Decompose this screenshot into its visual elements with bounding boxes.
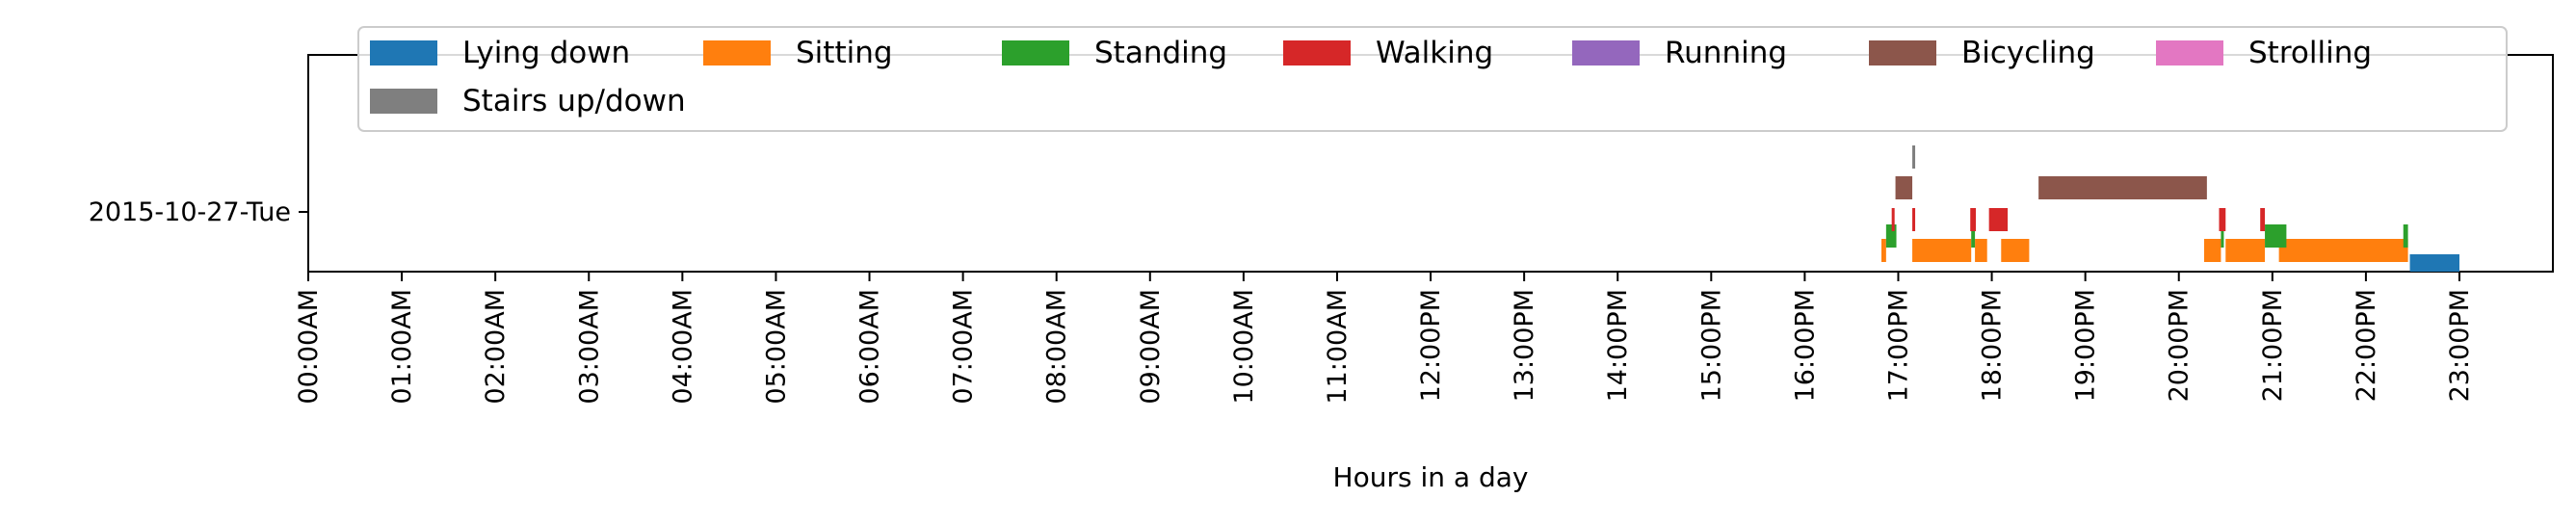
bar-walking-3	[1988, 208, 2009, 231]
bar-walking-0	[1891, 208, 1895, 231]
bar-sitting-5	[2225, 239, 2266, 262]
legend-label-standing: Standing	[1094, 36, 1227, 70]
legend-swatch-standing	[1002, 40, 1069, 66]
legend-label-sitting: Sitting	[796, 36, 893, 70]
x-tick-label-23: 23:00PM	[2445, 289, 2475, 402]
x-tick-label-3: 03:00AM	[574, 289, 604, 405]
x-tick-label-18: 18:00PM	[1978, 289, 2008, 402]
x-tick-label-20: 20:00PM	[2165, 289, 2195, 402]
x-axis-label: Hours in a day	[1333, 461, 1529, 493]
bar-sitting-1	[1912, 239, 1972, 262]
bar-sitting-4	[2203, 239, 2221, 262]
x-tick-label-21: 21:00PM	[2258, 289, 2288, 402]
legend-swatch-stairs-up-down	[370, 89, 437, 114]
y-tick-label: 2015-10-27-Tue	[89, 197, 291, 227]
x-tick-label-11: 11:00AM	[1323, 289, 1353, 405]
bar-sitting-2	[1975, 239, 1987, 262]
x-tick-label-22: 22:00PM	[2352, 289, 2381, 402]
x-tick-label-10: 10:00AM	[1229, 289, 1259, 405]
bar-standing-4	[2403, 224, 2408, 248]
legend-swatch-sitting	[703, 40, 771, 66]
legend-swatch-strolling	[2156, 40, 2223, 66]
legend-label-lying-down: Lying down	[462, 36, 630, 70]
x-tick-label-19: 19:00PM	[2071, 289, 2101, 402]
legend-label-bicycling: Bicycling	[1961, 36, 2095, 70]
bar-walking-4	[2219, 208, 2226, 231]
legend-label-strolling: Strolling	[2248, 36, 2372, 70]
bar-lying-down-0	[2409, 254, 2459, 272]
bar-bicycling-0	[1895, 176, 1913, 199]
x-tick-label-14: 14:00PM	[1603, 289, 1633, 402]
legend-label-walking: Walking	[1376, 36, 1493, 70]
legend-label-stairs-up-down: Stairs up/down	[462, 84, 686, 118]
x-tick-label-12: 12:00PM	[1416, 289, 1446, 402]
x-tick-label-13: 13:00PM	[1510, 289, 1539, 402]
x-tick-label-6: 06:00AM	[855, 289, 885, 405]
bar-bicycling-1	[2038, 176, 2207, 199]
legend-swatch-lying-down	[370, 40, 437, 66]
bar-stairs-up-down-0	[1912, 145, 1916, 169]
x-tick-label-5: 05:00AM	[761, 289, 791, 405]
bar-standing-3	[2265, 224, 2287, 248]
x-tick-label-0: 00:00AM	[294, 289, 324, 405]
legend-box	[357, 26, 2508, 132]
bar-standing-0	[1885, 224, 1897, 248]
legend-swatch-walking	[1283, 40, 1351, 66]
x-tick-label-15: 15:00PM	[1696, 289, 1726, 402]
legend-swatch-bicycling	[1869, 40, 1936, 66]
bar-walking-2	[1970, 208, 1977, 231]
bar-walking-5	[2260, 208, 2266, 231]
bar-sitting-3	[2001, 239, 2030, 262]
legend-swatch-running	[1572, 40, 1640, 66]
x-tick-label-8: 08:00AM	[1042, 289, 1072, 405]
x-tick-label-2: 02:00AM	[481, 289, 511, 405]
x-tick-label-7: 07:00AM	[949, 289, 979, 405]
legend-label-running: Running	[1665, 36, 1787, 70]
x-tick-label-4: 04:00AM	[668, 289, 697, 405]
bar-walking-1	[1912, 208, 1916, 231]
bar-sitting-6	[2278, 239, 2408, 262]
bar-sitting-0	[1881, 239, 1886, 262]
x-tick-label-1: 01:00AM	[387, 289, 417, 405]
bar-standing-2	[2221, 224, 2224, 248]
x-tick-label-16: 16:00PM	[1790, 289, 1820, 402]
x-tick-label-9: 09:00AM	[1136, 289, 1166, 405]
x-tick-label-17: 17:00PM	[1883, 289, 1913, 402]
bar-standing-1	[1971, 224, 1976, 248]
